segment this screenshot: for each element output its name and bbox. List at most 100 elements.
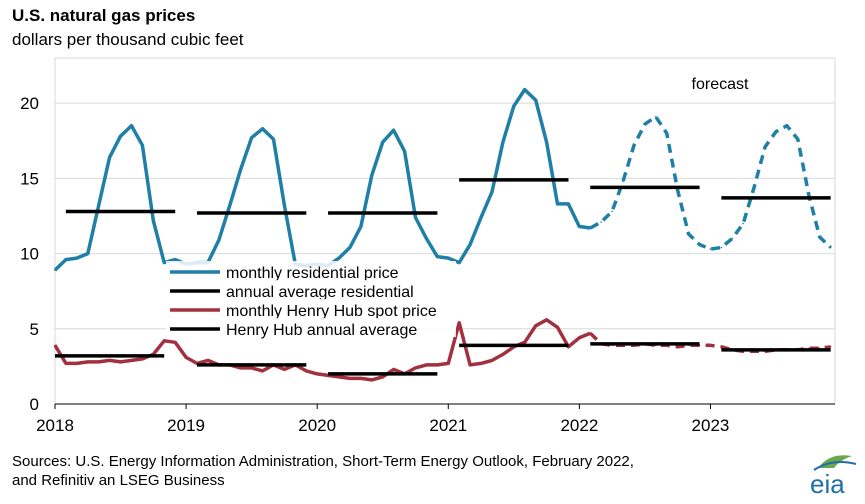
data-point: [174, 341, 176, 344]
chart-title: U.S. natural gas prices: [12, 6, 196, 25]
data-point: [523, 88, 526, 91]
data-point: [338, 376, 340, 378]
data-point: [633, 144, 635, 147]
data-point: [218, 239, 220, 241]
data-point: [87, 252, 89, 255]
data-point: [65, 362, 67, 365]
data-point: [753, 186, 755, 189]
data-point: [65, 258, 67, 261]
data-point: [174, 258, 176, 261]
data-point: [108, 359, 111, 362]
data-point: [403, 150, 406, 153]
data-point: [349, 246, 351, 249]
data-point: [76, 257, 78, 259]
data-point: [447, 257, 450, 259]
data-point: [185, 356, 187, 359]
legend-background: [166, 261, 456, 280]
data-point: [545, 141, 548, 143]
data-point: [491, 191, 493, 193]
data-point: [436, 364, 439, 366]
data-point: [316, 373, 319, 375]
data-point: [97, 204, 100, 207]
data-point: [808, 194, 810, 196]
data-point: [108, 156, 111, 159]
data-point: [698, 243, 701, 246]
legend-background: [166, 299, 456, 318]
data-point: [54, 344, 56, 347]
data-point: [764, 146, 766, 148]
data-point: [644, 123, 646, 125]
data-point: [305, 370, 308, 372]
data-point: [119, 135, 122, 137]
data-point: [786, 124, 788, 127]
data-point: [425, 237, 428, 240]
x-tick-label: 2019: [167, 416, 205, 435]
data-point: [589, 227, 592, 229]
data-point: [534, 325, 537, 327]
series-line-forecast: [589, 114, 832, 251]
data-point: [458, 322, 461, 324]
data-point: [414, 216, 417, 219]
data-point: [371, 379, 373, 381]
legend-label: annual average residential: [226, 284, 414, 301]
data-point: [349, 377, 351, 380]
legend-background: [166, 280, 456, 299]
data-point: [589, 332, 592, 335]
y-tick-label: 15: [20, 169, 39, 188]
data-point: [709, 344, 712, 347]
x-tick-label: 2021: [429, 416, 467, 435]
data-point: [578, 337, 581, 339]
data-point: [360, 225, 362, 228]
data-point: [338, 257, 340, 259]
data-point: [458, 261, 461, 264]
data-point: [676, 346, 679, 348]
data-point: [742, 222, 744, 225]
data-point: [775, 130, 777, 133]
data-point: [250, 136, 253, 139]
data-point: [392, 368, 395, 371]
data-point: [720, 246, 723, 249]
data-point: [480, 216, 482, 219]
x-tick-label: 2022: [560, 416, 598, 435]
data-point: [239, 168, 242, 171]
data-point: [381, 141, 384, 143]
data-point: [709, 248, 712, 250]
data-point: [141, 144, 144, 147]
source-line-1: Sources: U.S. Energy Information Adminis…: [12, 453, 634, 470]
data-point: [534, 99, 537, 101]
y-tick-label: 0: [30, 395, 39, 414]
data-point: [239, 367, 242, 369]
legend-label: monthly residential price: [226, 265, 399, 282]
data-point: [513, 105, 515, 107]
series-line-actual: [53, 318, 591, 382]
data-point: [665, 132, 668, 134]
data-point: [272, 138, 275, 140]
data-point: [556, 203, 559, 205]
data-point: [283, 368, 286, 371]
data-point: [207, 359, 209, 362]
data-point: [76, 362, 78, 365]
data-point: [676, 189, 679, 192]
data-point: [130, 359, 133, 362]
x-tick-label: 2023: [692, 416, 730, 435]
y-tick-label: 20: [20, 94, 39, 113]
legend-label: monthly Henry Hub spot price: [226, 303, 437, 320]
svg-text:eia: eia: [810, 469, 845, 498]
data-point: [250, 367, 253, 369]
data-point: [480, 362, 482, 365]
data-point: [163, 261, 165, 264]
data-point: [797, 138, 799, 140]
data-point: [130, 124, 133, 127]
data-point: [502, 141, 504, 143]
data-point: [447, 362, 450, 365]
data-point: [261, 370, 264, 372]
data-point: [469, 364, 471, 366]
data-point: [491, 359, 493, 362]
chart-subtitle: dollars per thousand cubic feet: [12, 30, 244, 49]
data-point: [436, 255, 439, 258]
x-tick-label: 2018: [36, 416, 74, 435]
data-point: [545, 319, 548, 321]
data-point: [469, 243, 471, 246]
data-point: [163, 340, 165, 342]
data-point: [229, 204, 231, 207]
